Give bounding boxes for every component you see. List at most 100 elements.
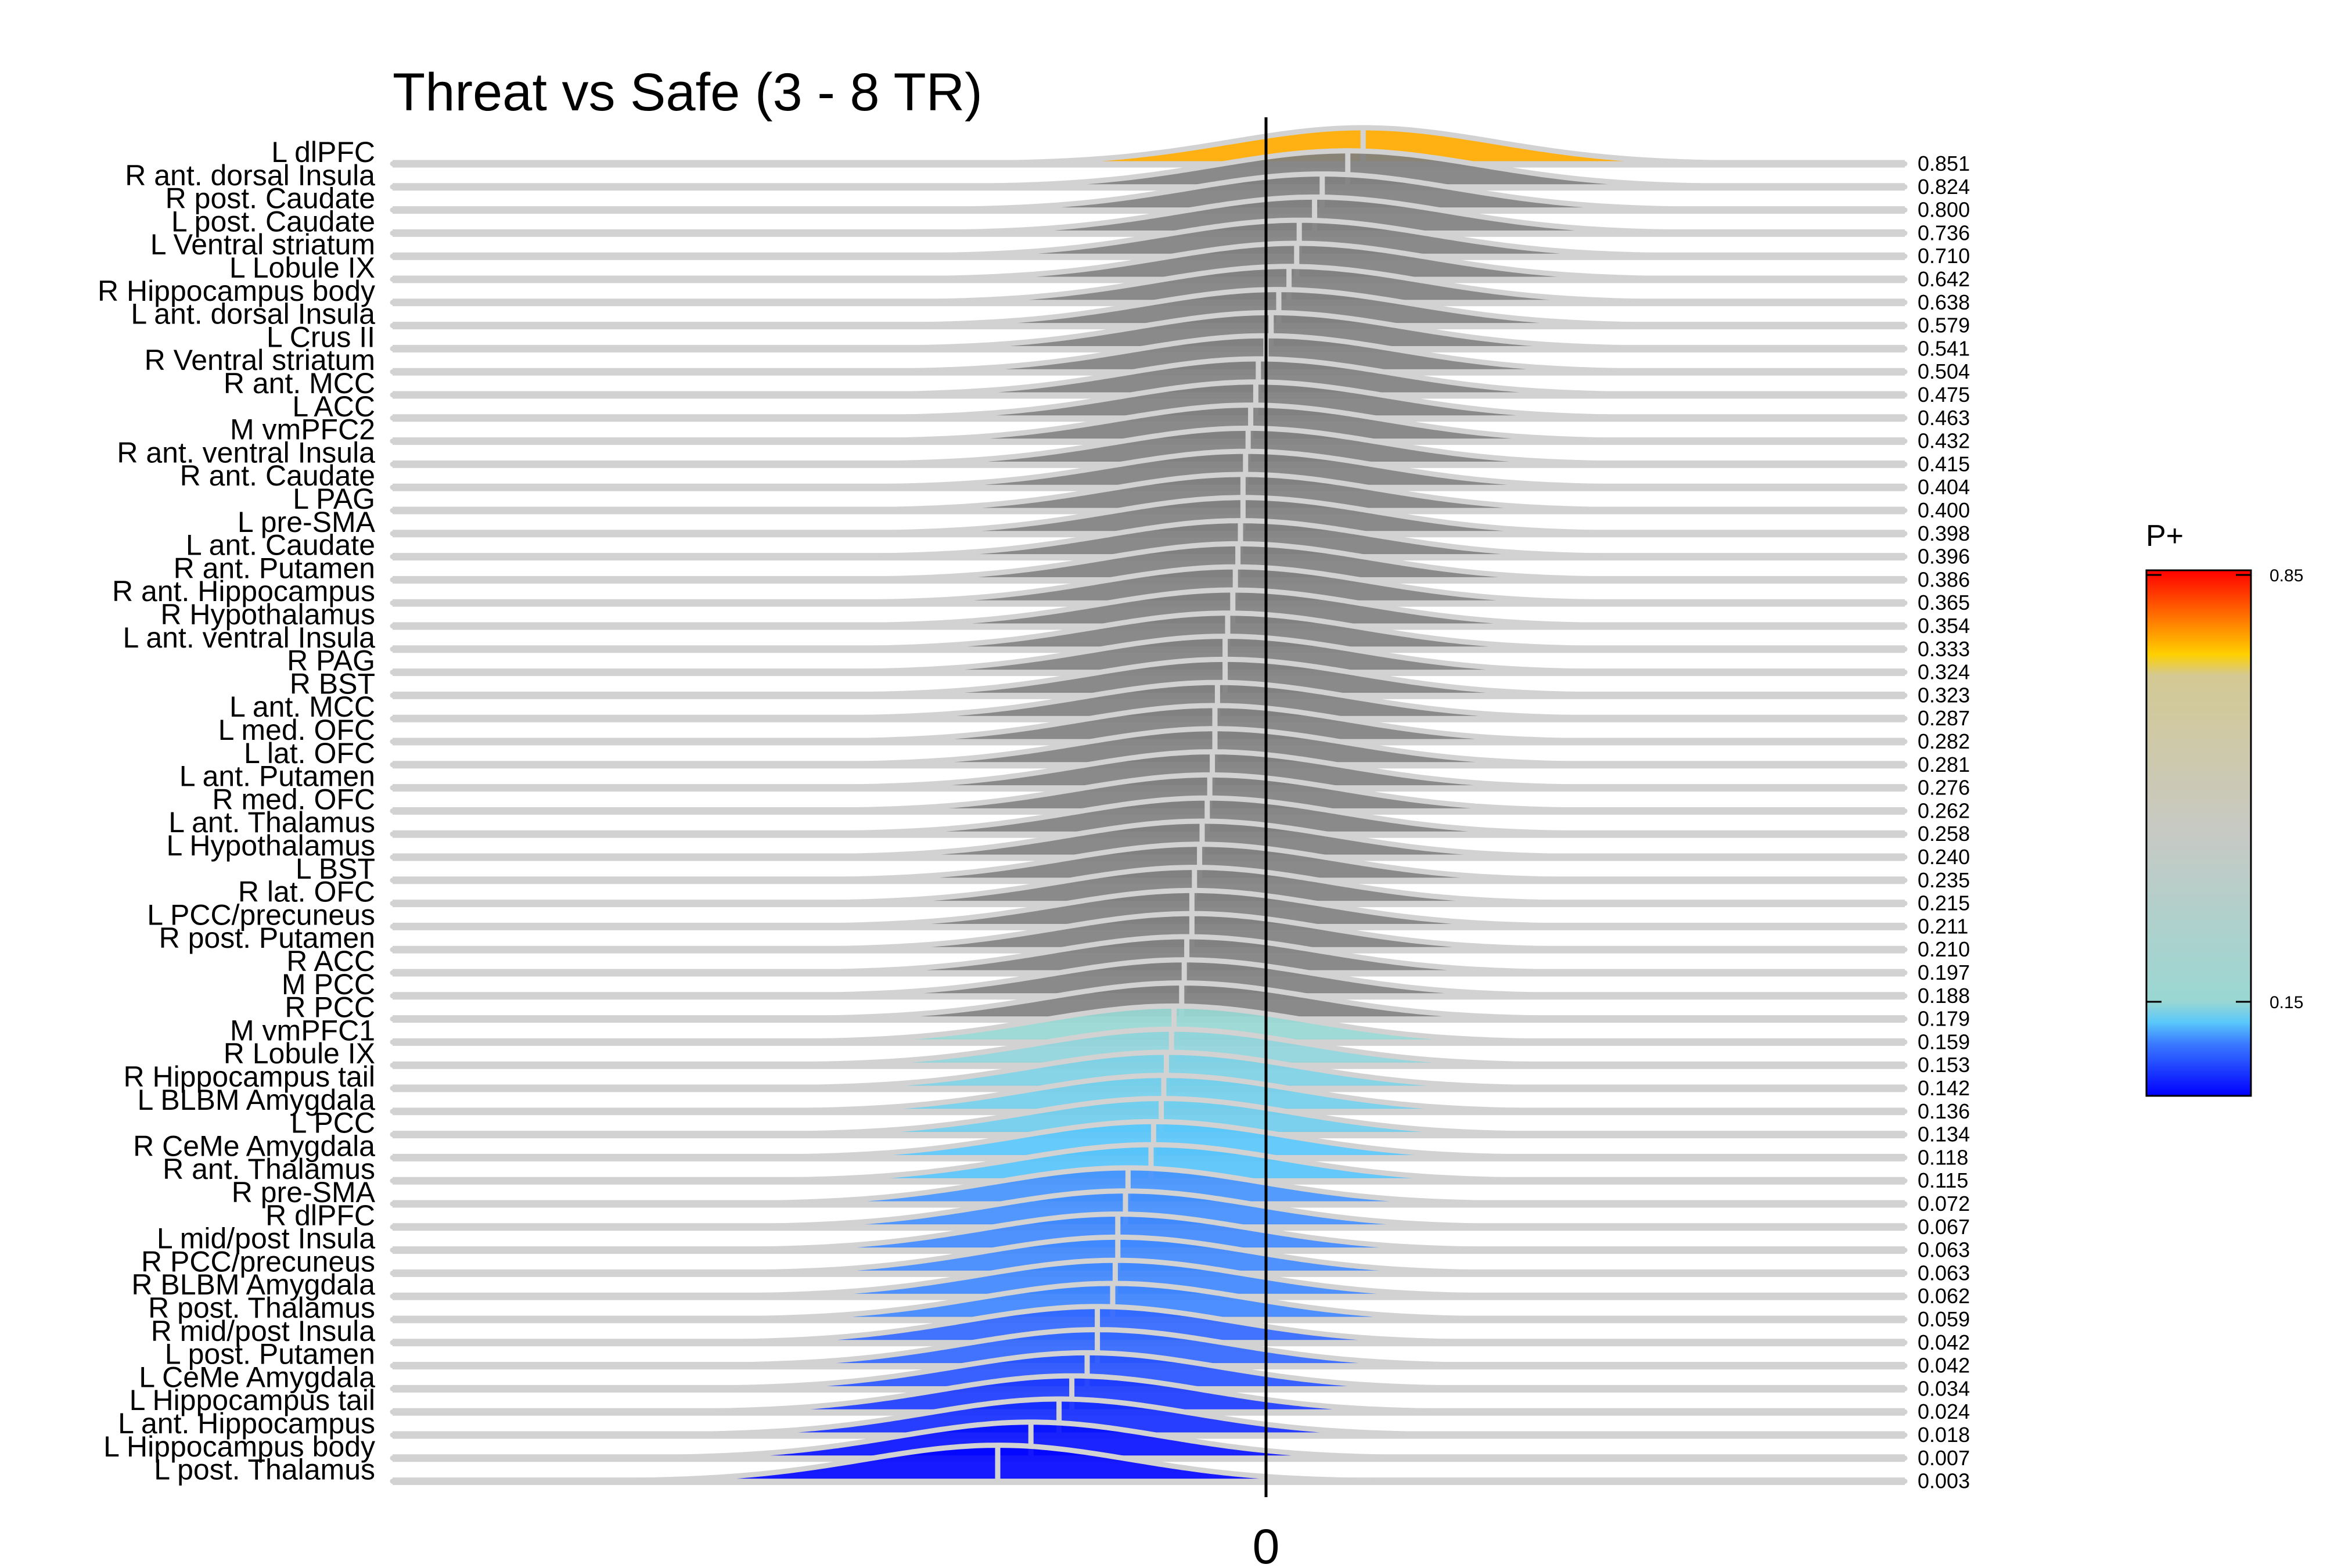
region-label: R post. Thalamus: [148, 1292, 375, 1324]
region-label: R Ventral striatum: [145, 344, 375, 376]
region-label: R PAG: [287, 645, 375, 677]
probability-label: 0.188: [1918, 984, 1970, 1008]
legend-tick-label-low: 0.15: [2270, 993, 2303, 1012]
ridge-density: [390, 1396, 1908, 1438]
ridge-density: [390, 125, 1908, 167]
ridge-density: [390, 518, 1908, 560]
region-label: R ACC: [286, 945, 375, 977]
probability-label: 0.281: [1918, 753, 1970, 776]
probability-label: 0.415: [1918, 452, 1970, 476]
region-label: L Hippocampus tail: [130, 1384, 375, 1416]
region-label: L post. Putamen: [165, 1338, 375, 1371]
probability-label: 0.400: [1918, 498, 1970, 522]
ridge-density: [390, 564, 1908, 606]
probability-label: 0.072: [1918, 1192, 1970, 1215]
region-label: L Crus II: [267, 321, 375, 353]
region-label: R post. Caudate: [166, 182, 375, 215]
ridge-density: [390, 425, 1908, 467]
probability-label: 0.062: [1918, 1284, 1970, 1308]
probability-label: 0.179: [1918, 1007, 1970, 1031]
probability-label: 0.024: [1918, 1400, 1970, 1423]
ridge-density: [390, 865, 1908, 907]
ridge-density: [390, 703, 1908, 745]
ridge-density: [390, 148, 1908, 190]
region-label: L pre-SMA: [238, 506, 376, 538]
ridge-density: [390, 610, 1908, 652]
region-label: M vmPFC2: [230, 413, 375, 446]
probability-label: 0.824: [1918, 175, 1970, 199]
ridge-density: [390, 171, 1908, 213]
region-label: L dlPFC: [271, 136, 375, 168]
ridge-density: [390, 1165, 1908, 1207]
probability-label: 0.115: [1918, 1168, 1968, 1192]
region-label: M vmPFC1: [230, 1014, 375, 1046]
probability-label: 0.007: [1918, 1446, 1970, 1470]
region-label: L Lobule IX: [229, 251, 375, 284]
ridge-density: [390, 1419, 1908, 1461]
region-label: R ant. MCC: [224, 367, 375, 400]
probability-label: 0.324: [1918, 660, 1970, 684]
region-label: R CeMe Amygdala: [133, 1130, 375, 1162]
probability-label: 0.136: [1918, 1099, 1970, 1123]
region-label: R Hippocampus tail: [123, 1060, 375, 1093]
legend-tick-label-high: 0.85: [2270, 566, 2303, 585]
ridge-density: [390, 217, 1908, 259]
probability-label: 0.034: [1918, 1376, 1970, 1400]
ridge-density: [390, 911, 1908, 952]
probability-label: 0.059: [1918, 1307, 1970, 1331]
probability-label: 0.134: [1918, 1123, 1970, 1146]
probability-label: 0.262: [1918, 799, 1970, 822]
region-label: L PCC: [291, 1107, 375, 1139]
probability-label: 0.851: [1918, 152, 1970, 175]
region-label: L med. OFC: [218, 714, 375, 746]
region-label: R post. Putamen: [159, 922, 375, 954]
probability-label: 0.638: [1918, 290, 1970, 314]
region-label: L BLBM Amygdala: [138, 1084, 376, 1116]
probability-label: 0.159: [1918, 1030, 1970, 1053]
region-label: L CeMe Amygdala: [139, 1361, 375, 1393]
region-label: R PCC: [285, 991, 375, 1024]
region-label: L ant. dorsal Insula: [131, 298, 375, 330]
ridge-density: [390, 1049, 1908, 1091]
probability-label: 0.287: [1918, 706, 1970, 730]
probability-label: 0.504: [1918, 359, 1970, 383]
probability-label: 0.215: [1918, 891, 1970, 915]
region-label: R BLBM Amygdala: [131, 1268, 375, 1301]
region-label: L ACC: [292, 390, 375, 423]
ridge-density: [390, 726, 1908, 768]
region-label: R Hippocampus body: [98, 275, 375, 307]
region-label: R ant. dorsal Insula: [125, 159, 375, 192]
probability-label: 0.800: [1918, 198, 1970, 222]
region-label: L post. Thalamus: [154, 1454, 375, 1486]
probability-label: 0.018: [1918, 1423, 1970, 1447]
region-label: L ant. Putamen: [179, 760, 375, 793]
probability-label: 0.118: [1918, 1145, 1968, 1169]
probability-label: 0.541: [1918, 336, 1970, 360]
probability-label: 0.142: [1918, 1076, 1970, 1100]
ridge-density: [390, 264, 1908, 305]
region-label: L Hippocampus body: [103, 1430, 375, 1463]
ridge-density: [390, 818, 1908, 860]
ridge-density: [390, 679, 1908, 721]
probability-label: 0.197: [1918, 961, 1970, 984]
probability-label: 0.323: [1918, 683, 1970, 707]
ridge-density: [390, 541, 1908, 582]
ridge-rows: [390, 125, 1908, 1486]
ridge-density: [390, 1443, 1908, 1484]
region-label: L BST: [296, 853, 375, 885]
region-label: R ant. Putamen: [174, 552, 375, 584]
probability-label: 0.063: [1918, 1261, 1970, 1285]
ridge-density: [390, 1003, 1908, 1045]
region-label: R dlPFC: [265, 1199, 375, 1232]
ridge-density: [390, 310, 1908, 351]
region-label: R lat. OFC: [238, 876, 375, 908]
region-label: R Hypothalamus: [160, 598, 375, 631]
region-label: R ant. Caudate: [180, 459, 375, 492]
ridge-density: [390, 980, 1908, 1022]
ridge-density: [390, 772, 1908, 814]
ridge-row: [390, 125, 1908, 168]
region-label: R BST: [290, 667, 375, 700]
legend-colorbar: [2145, 569, 2252, 1097]
ridge-density: [390, 495, 1908, 537]
